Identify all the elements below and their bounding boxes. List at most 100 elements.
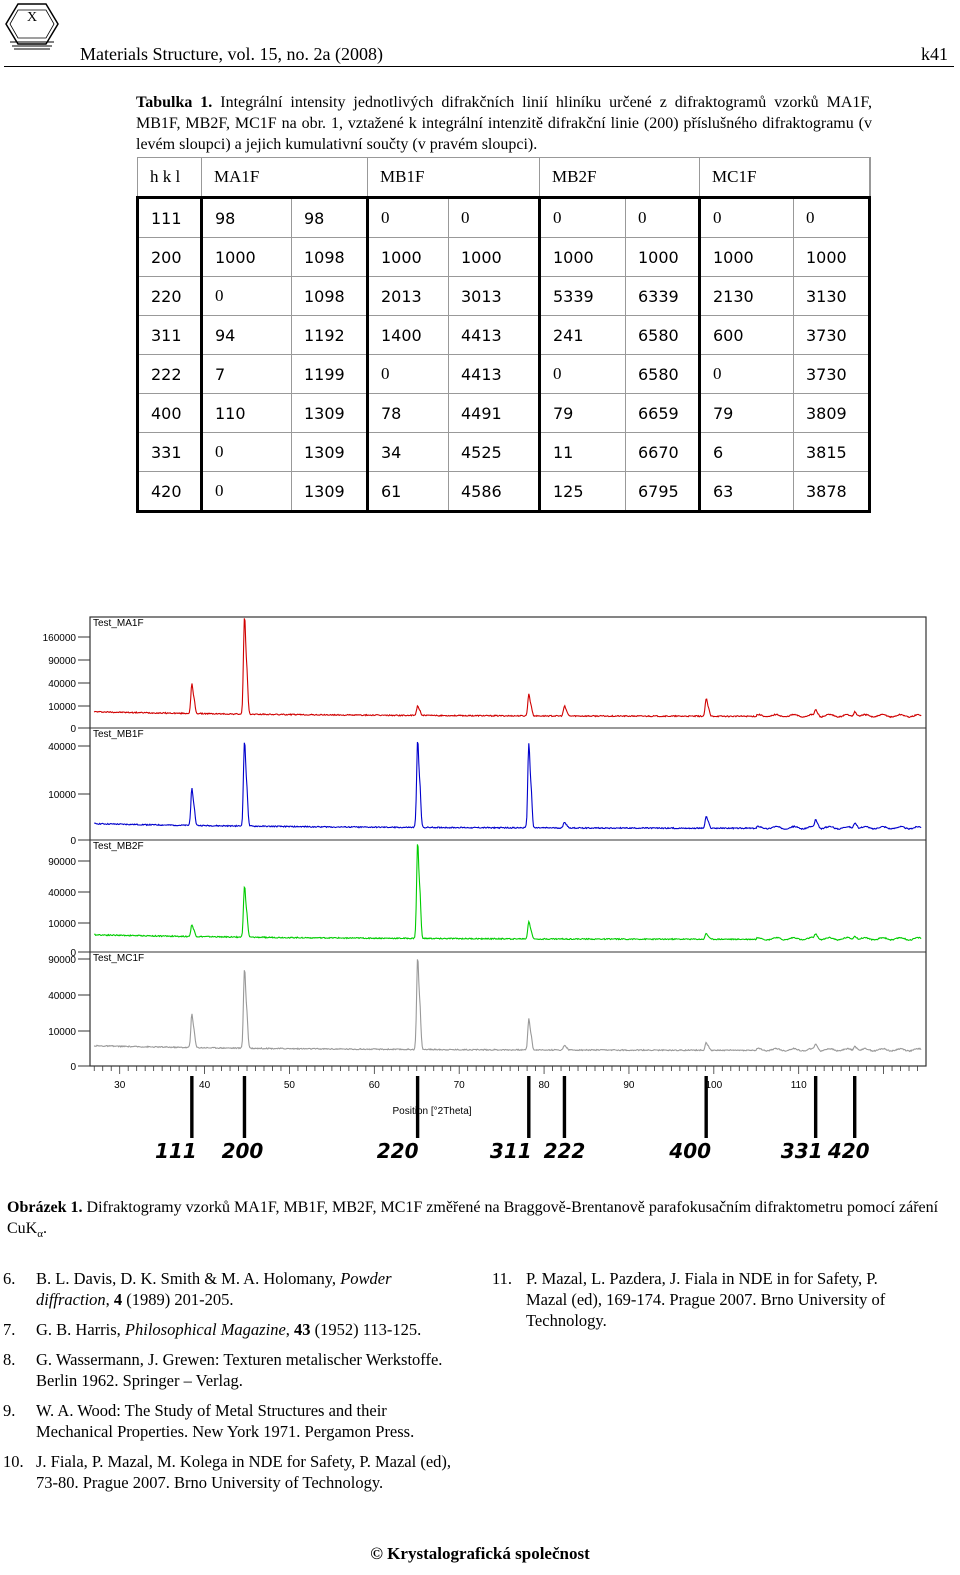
table-cell-value: 1192 <box>291 315 369 355</box>
figure-caption-subscript: α <box>37 1228 43 1241</box>
table-cell-hkl: 331 <box>136 432 203 472</box>
y-tick-label: 10000 <box>48 790 76 801</box>
table-cell-value: 34 <box>367 432 449 472</box>
table-cell-value: 0 <box>201 276 292 316</box>
table-cell-value: 2130 <box>699 276 794 316</box>
x-tick-label: 40 <box>199 1080 211 1091</box>
table-cell-value: 0 <box>793 197 871 238</box>
table-cell-value: 63 <box>699 471 794 513</box>
x-tick-label: 30 <box>114 1080 126 1091</box>
x-tick-label: 100 <box>705 1080 722 1091</box>
table-cell-value: 3013 <box>448 276 541 316</box>
references-right: 11. P. Mazal, L. Pazdera, J. Fiala in NDE… <box>492 1268 922 1340</box>
header-rule <box>4 66 954 67</box>
table-cell-hkl: 220 <box>136 276 203 316</box>
hkl-marker-label: 400 <box>668 1139 711 1163</box>
table-row: 111 98 98 0 0 0 0 0 0 <box>136 197 871 238</box>
y-tick-label: 40000 <box>48 742 76 753</box>
hkl-marker-label: 331 <box>781 1139 823 1163</box>
table-cell-value: 0 <box>367 197 449 238</box>
x-tick-label: 60 <box>369 1080 381 1091</box>
table-cell-value: 0 <box>539 354 626 394</box>
table-cell-value: 3878 <box>793 471 871 513</box>
reference-post: (1989) 201-205. <box>122 1290 234 1309</box>
table-cell-value: 6795 <box>625 471 701 513</box>
footer: © Krystalografická společnost <box>370 1544 590 1563</box>
y-tick-label: 10000 <box>48 919 76 930</box>
table-cell-value: 1309 <box>291 471 369 513</box>
y-tick-label: 10000 <box>48 702 76 713</box>
table-cell-value: 1000 <box>367 237 449 277</box>
table-cell-value: 7 <box>201 354 292 394</box>
intensity-table: h k l MA1F MB1F MB2F MC1F 111 98 98 0 0 0 0 0 0 2… <box>136 157 871 513</box>
y-tick-label: 0 <box>70 724 76 735</box>
table-cell-value: 94 <box>201 315 292 355</box>
reference-pre: B. L. Davis, D. K. Smith & M. A. Holoman… <box>36 1269 341 1288</box>
table-cell-value: 4413 <box>448 354 541 394</box>
table-row: 331 0 1309 34 4525 11 6670 6 3815 <box>136 432 871 472</box>
table-cell-hkl: 200 <box>136 237 203 277</box>
table-cell-hkl: 222 <box>136 354 203 394</box>
series-label: Test_MB1F <box>93 729 144 740</box>
reference-pre: G. Wassermann, J. Grewen: Texturen metal… <box>36 1350 443 1390</box>
reference-item: 7. G. B. Harris, Philosophical Magazine, … <box>3 1320 422 1339</box>
table-cell-hkl: 311 <box>136 315 203 355</box>
reference-ital: Powder diffraction <box>36 1269 392 1309</box>
table-cell-value: 0 <box>201 432 292 472</box>
reference-number: 11. <box>492 1269 513 1288</box>
y-tick-label: 0 <box>70 948 76 959</box>
table-cell-value: 5339 <box>539 276 626 316</box>
series-line <box>93 618 922 719</box>
table-cell-value: 1309 <box>291 432 369 472</box>
header-mc1f: MC1F <box>699 157 871 199</box>
table-cell-hkl: 111 <box>136 197 203 238</box>
table-cell-value: 0 <box>367 354 449 394</box>
table-cell-value: 78 <box>367 393 449 433</box>
hkl-marker-label: 420 <box>827 1139 870 1163</box>
x-axis-label: Position [°2Theta] <box>393 1106 472 1117</box>
table-cell-value: 98 <box>201 197 292 238</box>
figure-caption-tail: . <box>43 1220 47 1237</box>
table-cell-value: 61 <box>367 471 449 513</box>
table-row: 220 0 1098 2013 3013 5339 6339 2130 3130 <box>136 276 871 316</box>
table-row: 311 94 1192 1400 4413 241 6580 600 3730 <box>136 315 871 355</box>
table-cell-value: 1098 <box>291 276 369 316</box>
table-cell-value: 1098 <box>291 237 369 277</box>
hkl-marker-label: 311 <box>490 1139 532 1163</box>
header-mb1f: MB1F <box>367 157 540 199</box>
reference-bold: 43 <box>294 1320 311 1339</box>
logo-text: X <box>27 10 37 25</box>
reference-item: 8. G. Wassermann, J. Grewen: Texturen met… <box>3 1349 457 1391</box>
y-tick-label: 160000 <box>43 633 77 644</box>
x-tick-label: 70 <box>454 1080 466 1091</box>
reference-pre: G. B. Harris, <box>36 1320 125 1339</box>
table-cell-value: 6580 <box>625 354 701 394</box>
table-cell-value: 0 <box>539 197 626 238</box>
series-label: Test_MB2F <box>93 841 144 852</box>
series-line <box>94 741 922 831</box>
header-ma1f: MA1F <box>201 157 368 199</box>
table-cell-value: 3809 <box>793 393 871 433</box>
y-tick-label: 40000 <box>48 991 76 1002</box>
table-cell-value: 125 <box>539 471 626 513</box>
reference-number: 9. <box>3 1401 16 1420</box>
table-cell-value: 1000 <box>625 237 701 277</box>
table-cell-value: 11 <box>539 432 626 472</box>
hkl-marker-label: 222 <box>544 1139 586 1163</box>
journal-title: Materials Structure, vol. 15, no. 2a (20… <box>80 44 383 64</box>
x-tick-label: 80 <box>539 1080 551 1091</box>
hkl-marker-label: 220 <box>377 1139 419 1163</box>
table-cell-value: 110 <box>201 393 292 433</box>
y-tick-label: 0 <box>70 836 76 847</box>
table-caption: Tabulka 1. Integrální intensity jednotli… <box>136 92 872 155</box>
table-cell-value: 0 <box>699 354 794 394</box>
table-cell-value: 1000 <box>201 237 292 277</box>
series-line <box>93 959 922 1053</box>
figure-caption: Obrázek 1. Difraktogramy vzorků MA1F, MB… <box>7 1197 957 1245</box>
table-cell-value: 2013 <box>367 276 449 316</box>
x-tick-label: 50 <box>284 1080 296 1091</box>
table-cell-value: 0 <box>448 197 541 238</box>
reference-item: 6. B. L. Davis, D. K. Smith & M. A. Holom… <box>3 1269 392 1309</box>
reference-number: 7. <box>3 1320 16 1339</box>
table-cell-value: 0 <box>699 197 794 238</box>
